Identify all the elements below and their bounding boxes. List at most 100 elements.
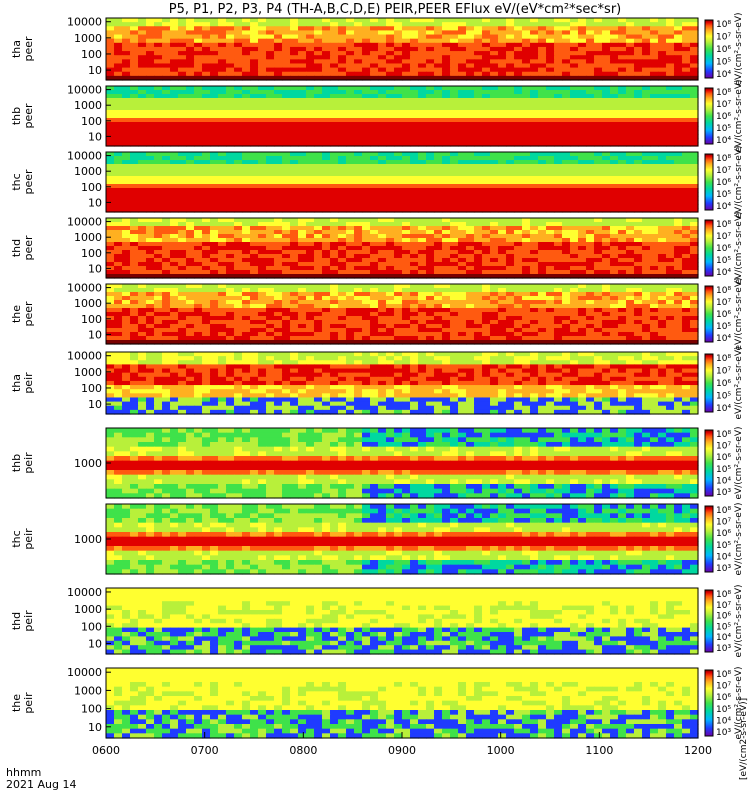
spectrogram-cell	[650, 22, 659, 27]
spectrogram-cell	[658, 59, 667, 65]
spectrogram-cell	[666, 196, 675, 201]
spectrogram-cell	[146, 22, 155, 27]
spectrogram-cell	[538, 90, 547, 95]
spectrogram-cell	[626, 226, 635, 231]
spectrogram-cell	[594, 230, 603, 235]
spectrogram-cell	[114, 250, 123, 255]
spectrogram-cell	[362, 176, 371, 181]
spectrogram-cell	[618, 200, 627, 205]
spectrogram-cell	[218, 188, 227, 193]
spectrogram-cell	[386, 22, 395, 27]
spectrogram-cell	[234, 110, 243, 115]
spectrogram-cell	[650, 94, 659, 99]
spectrogram-cell	[122, 42, 131, 48]
spectrogram-cell	[242, 114, 251, 119]
spectrogram-cell	[242, 130, 251, 135]
spectrogram-cell	[690, 156, 699, 161]
spectrogram-cell	[618, 292, 627, 297]
spectrogram-cell	[258, 98, 267, 103]
spectrogram-cell	[122, 134, 131, 139]
spectrogram-cell	[338, 26, 347, 31]
spectrogram-cell	[394, 184, 403, 189]
spectrogram-cell	[178, 122, 187, 127]
spectrogram-cell	[354, 75, 363, 81]
spectrogram-cell	[250, 42, 259, 48]
spectrogram-cell	[426, 238, 435, 243]
spectrogram-cell	[338, 63, 347, 69]
spectrogram-cell	[474, 55, 483, 60]
spectrogram-cell	[538, 118, 547, 123]
spectrogram-cell	[690, 94, 699, 99]
spectrogram-cell	[610, 258, 619, 263]
spectrogram-cell	[106, 46, 115, 52]
spectrogram-cell	[410, 230, 419, 235]
spectrogram-cell	[626, 292, 635, 297]
spectrogram-cell	[258, 266, 267, 271]
spectrogram-cell	[378, 114, 387, 119]
spectrogram-cell	[306, 180, 315, 185]
spectrogram-cell	[186, 18, 195, 23]
spectrogram-cell	[434, 200, 443, 205]
spectrogram-cell	[298, 250, 307, 255]
spectrogram-cell	[242, 234, 251, 239]
spectrogram-cell	[162, 134, 171, 139]
spectrogram-cell	[610, 230, 619, 235]
spectrogram-cell	[666, 114, 675, 119]
spectrogram-cell	[514, 130, 523, 135]
spectrogram-cell	[634, 63, 643, 69]
spectrogram-cell	[602, 172, 611, 177]
spectrogram-cell	[682, 246, 691, 251]
spectrogram-cell	[186, 134, 195, 139]
spectrogram-cell	[170, 230, 179, 235]
spectrogram-cell	[426, 208, 435, 213]
chart-title: P5, P1, P2, P3, P4 (TH-A,B,C,D,E) PEIR,P…	[169, 2, 622, 17]
spectrogram-cell	[346, 110, 355, 115]
spectrogram-cell	[178, 51, 187, 56]
spectrogram-cell	[554, 110, 563, 115]
spectrogram-cell	[226, 226, 235, 231]
spectrogram-cell	[226, 63, 235, 69]
spectrogram-cell	[426, 300, 435, 305]
spectrogram-cell	[330, 75, 339, 81]
spectrogram-cell	[362, 63, 371, 69]
spectrogram-cell	[650, 172, 659, 177]
spectrogram-cell	[602, 180, 611, 185]
spectrogram-cell	[618, 94, 627, 99]
spectrogram-cell	[122, 59, 131, 65]
spectrogram-cell	[322, 250, 331, 255]
spectrogram-cell	[346, 46, 355, 52]
spectrogram-cell	[282, 134, 291, 139]
spectrogram-cell	[514, 184, 523, 189]
spectrogram-cell	[298, 266, 307, 271]
spectrogram-cell	[266, 200, 275, 205]
spectrogram-cell	[546, 164, 555, 169]
spectrogram-cell	[682, 160, 691, 165]
spectrogram-cell	[242, 296, 251, 301]
spectrogram-cell	[242, 75, 251, 81]
spectrogram-cell	[314, 118, 323, 123]
spectrogram-cell	[474, 164, 483, 169]
spectrogram-cell	[258, 51, 267, 56]
spectrogram-cell	[482, 18, 491, 23]
spectrogram-cell	[346, 284, 355, 289]
spectrogram-cell	[642, 266, 651, 271]
spectrogram-cell	[154, 34, 163, 40]
spectrogram-cell	[362, 180, 371, 185]
spectrogram-cell	[674, 164, 683, 169]
spectrogram-cell	[402, 234, 411, 239]
spectrogram-cell	[642, 90, 651, 95]
spectrogram-cell	[322, 90, 331, 95]
spectrogram-cell	[586, 138, 595, 143]
spectrogram-cell	[546, 254, 555, 259]
spectrogram-cell	[202, 130, 211, 135]
spectrogram-cell	[410, 63, 419, 69]
spectrogram-cell	[106, 114, 115, 119]
spectrogram-cell	[410, 296, 419, 301]
spectrogram-cell	[162, 196, 171, 201]
spectrogram-cell	[610, 118, 619, 123]
spectrogram-cell	[306, 288, 315, 293]
spectrogram-cell	[450, 26, 459, 31]
spectrogram-cell	[194, 246, 203, 251]
spectrogram-cell	[658, 258, 667, 263]
spectrogram-cell	[298, 126, 307, 131]
